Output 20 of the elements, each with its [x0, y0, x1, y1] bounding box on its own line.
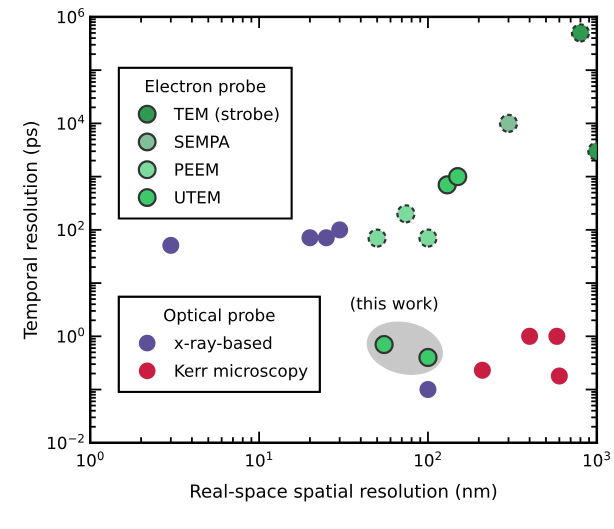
y-tick-label: 10$^{2}$ — [58, 221, 84, 236]
legend-label: PEEM — [175, 163, 218, 176]
y-tick-label: 10$^{0}$ — [58, 327, 84, 343]
y-axis-title: Temporal resolution (ps) — [23, 122, 41, 340]
x-tick-label: 10$^{3}$ — [584, 451, 610, 467]
x-tick-label: 10$^{1}$ — [246, 452, 272, 467]
y-tick-label: 10$^{4}$ — [58, 114, 84, 130]
y-tick-label: 10$^{6}$ — [58, 8, 84, 24]
x-tick-label: 10$^{2}$ — [415, 451, 441, 467]
text: Optical probe — [164, 308, 275, 325]
legend-label: TEM (strobe) — [174, 107, 279, 122]
annotation: (this work) — [351, 296, 438, 312]
legend-label: Kerr microscopy — [175, 364, 308, 380]
text: Electron probe — [146, 80, 266, 96]
legend-label: UTEM — [175, 191, 220, 204]
x-axis-title: Real-space spatial resolution (nm) — [191, 484, 496, 502]
x-tick-label: 10$^{0}$ — [77, 451, 104, 467]
legend-label: SEMPA — [174, 135, 230, 148]
legend-label: x-ray-based — [174, 336, 272, 352]
y-tick-label: 10$^{−2}$ — [48, 434, 84, 450]
